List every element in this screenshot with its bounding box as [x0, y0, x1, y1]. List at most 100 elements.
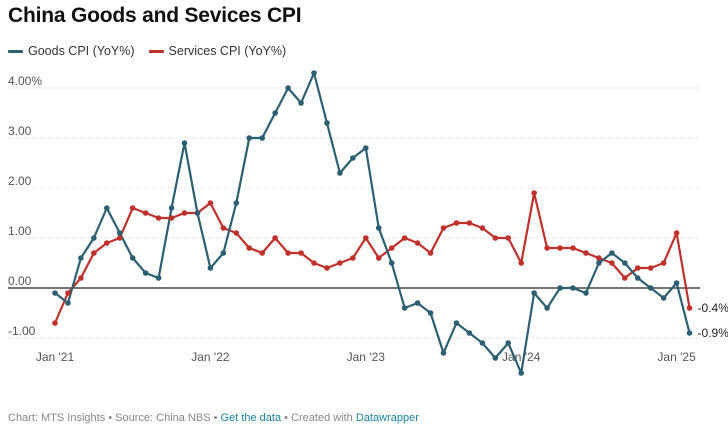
data-point-services: [388, 245, 395, 251]
data-point-goods: [272, 110, 278, 116]
data-point-services: [647, 265, 654, 271]
data-point-services: [78, 275, 84, 281]
data-point-services: [440, 225, 447, 231]
data-point-services: [375, 255, 382, 261]
footer-separator: •: [281, 412, 292, 424]
data-point-services: [414, 240, 421, 246]
data-point-services: [673, 230, 680, 236]
data-point-services: [466, 220, 473, 226]
data-point-services: [285, 250, 291, 256]
data-point-services: [570, 245, 576, 251]
data-point-goods: [285, 85, 291, 91]
y-tick-label: -1.00: [8, 324, 36, 338]
data-point-goods: [544, 305, 550, 311]
data-point-services: [298, 250, 304, 256]
data-point-goods: [52, 290, 58, 296]
data-point-goods: [453, 320, 460, 326]
data-point-goods: [129, 255, 136, 261]
x-tick-label: Jan '21: [36, 350, 75, 364]
data-point-services: [453, 220, 460, 226]
data-point-services: [142, 210, 149, 216]
data-point-services: [660, 260, 667, 266]
data-point-services: [246, 245, 253, 251]
data-point-services: [181, 210, 188, 216]
data-point-services: [129, 205, 136, 211]
legend: Goods CPI (YoY%) Services CPI (YoY%): [8, 44, 300, 58]
data-point-goods: [155, 275, 162, 281]
data-point-goods: [609, 250, 615, 256]
data-point-goods: [518, 370, 524, 376]
end-label-services: -0.4%: [698, 301, 728, 315]
legend-swatch-services: [148, 49, 164, 53]
data-point-goods: [492, 355, 499, 361]
footer-chart-credit: Chart: MTS Insights: [8, 412, 106, 424]
data-point-services: [531, 190, 537, 196]
data-point-goods: [388, 260, 395, 266]
data-point-goods: [557, 285, 563, 291]
data-point-goods: [337, 170, 343, 176]
data-point-goods: [350, 155, 356, 161]
data-point-goods: [116, 230, 123, 236]
data-point-goods: [647, 285, 654, 291]
x-tick-label: Jan '24: [502, 350, 541, 364]
data-point-services: [311, 260, 317, 266]
data-point-goods: [259, 135, 266, 141]
data-point-goods: [622, 260, 628, 266]
data-point-goods: [298, 100, 304, 106]
data-point-services: [518, 260, 524, 266]
data-point-services: [233, 230, 240, 236]
get-the-data-link[interactable]: Get the data: [220, 412, 282, 424]
data-point-services: [622, 275, 628, 281]
data-point-services: [363, 235, 369, 241]
data-point-goods: [324, 120, 330, 126]
legend-label-services: Services CPI (YoY%): [168, 44, 287, 58]
data-point-services: [104, 240, 110, 246]
data-point-goods: [531, 290, 537, 296]
footer-separator: •: [210, 412, 221, 424]
data-point-services: [427, 250, 434, 256]
legend-swatch-goods: [8, 49, 23, 53]
data-point-services: [337, 260, 343, 266]
datawrapper-link[interactable]: Datawrapper: [355, 412, 419, 424]
y-tick-label: 4.00%: [8, 74, 42, 88]
data-point-goods: [375, 225, 382, 231]
data-point-goods: [168, 205, 175, 211]
data-point-goods: [65, 300, 71, 306]
end-labels: -0.4% -0.9%: [698, 301, 728, 340]
data-point-goods: [466, 330, 473, 336]
data-point-services: [168, 215, 175, 221]
data-point-goods: [570, 285, 576, 291]
data-point-goods: [181, 140, 188, 146]
data-point-goods: [634, 275, 641, 281]
data-point-services: [155, 215, 162, 221]
data-point-services: [492, 235, 499, 241]
data-point-goods: [686, 330, 693, 336]
data-point-goods: [427, 310, 434, 316]
data-point-goods: [363, 145, 369, 151]
x-tick-label: Jan '23: [347, 350, 386, 364]
line-chart: 4.00%3.002.001.000.00-1.00 Jan '21 Jan '2…: [8, 70, 728, 376]
data-point-services: [52, 320, 58, 326]
series-line-goods: [53, 71, 691, 375]
data-point-goods: [142, 270, 149, 276]
data-point-services: [401, 235, 408, 241]
data-point-services: [91, 250, 97, 256]
data-point-goods: [505, 340, 512, 346]
data-point-goods: [673, 280, 680, 286]
data-point-services: [479, 225, 486, 231]
data-point-services: [220, 225, 227, 231]
end-label-goods: -0.9%: [698, 326, 728, 340]
data-point-goods: [78, 255, 84, 261]
footer-source: Source: China NBS: [115, 412, 211, 424]
data-point-goods: [194, 210, 201, 216]
data-point-goods: [414, 300, 421, 306]
legend-item-services: Services CPI (YoY%): [148, 44, 287, 58]
data-point-goods: [91, 235, 97, 241]
y-tick-label: 1.00: [8, 224, 32, 238]
footer-created-with: Created with: [291, 412, 353, 424]
data-point-goods: [246, 135, 253, 141]
data-point-services: [634, 265, 641, 271]
series-line-services: [53, 191, 691, 325]
footer-separator: •: [105, 412, 116, 424]
data-point-services: [116, 235, 123, 241]
